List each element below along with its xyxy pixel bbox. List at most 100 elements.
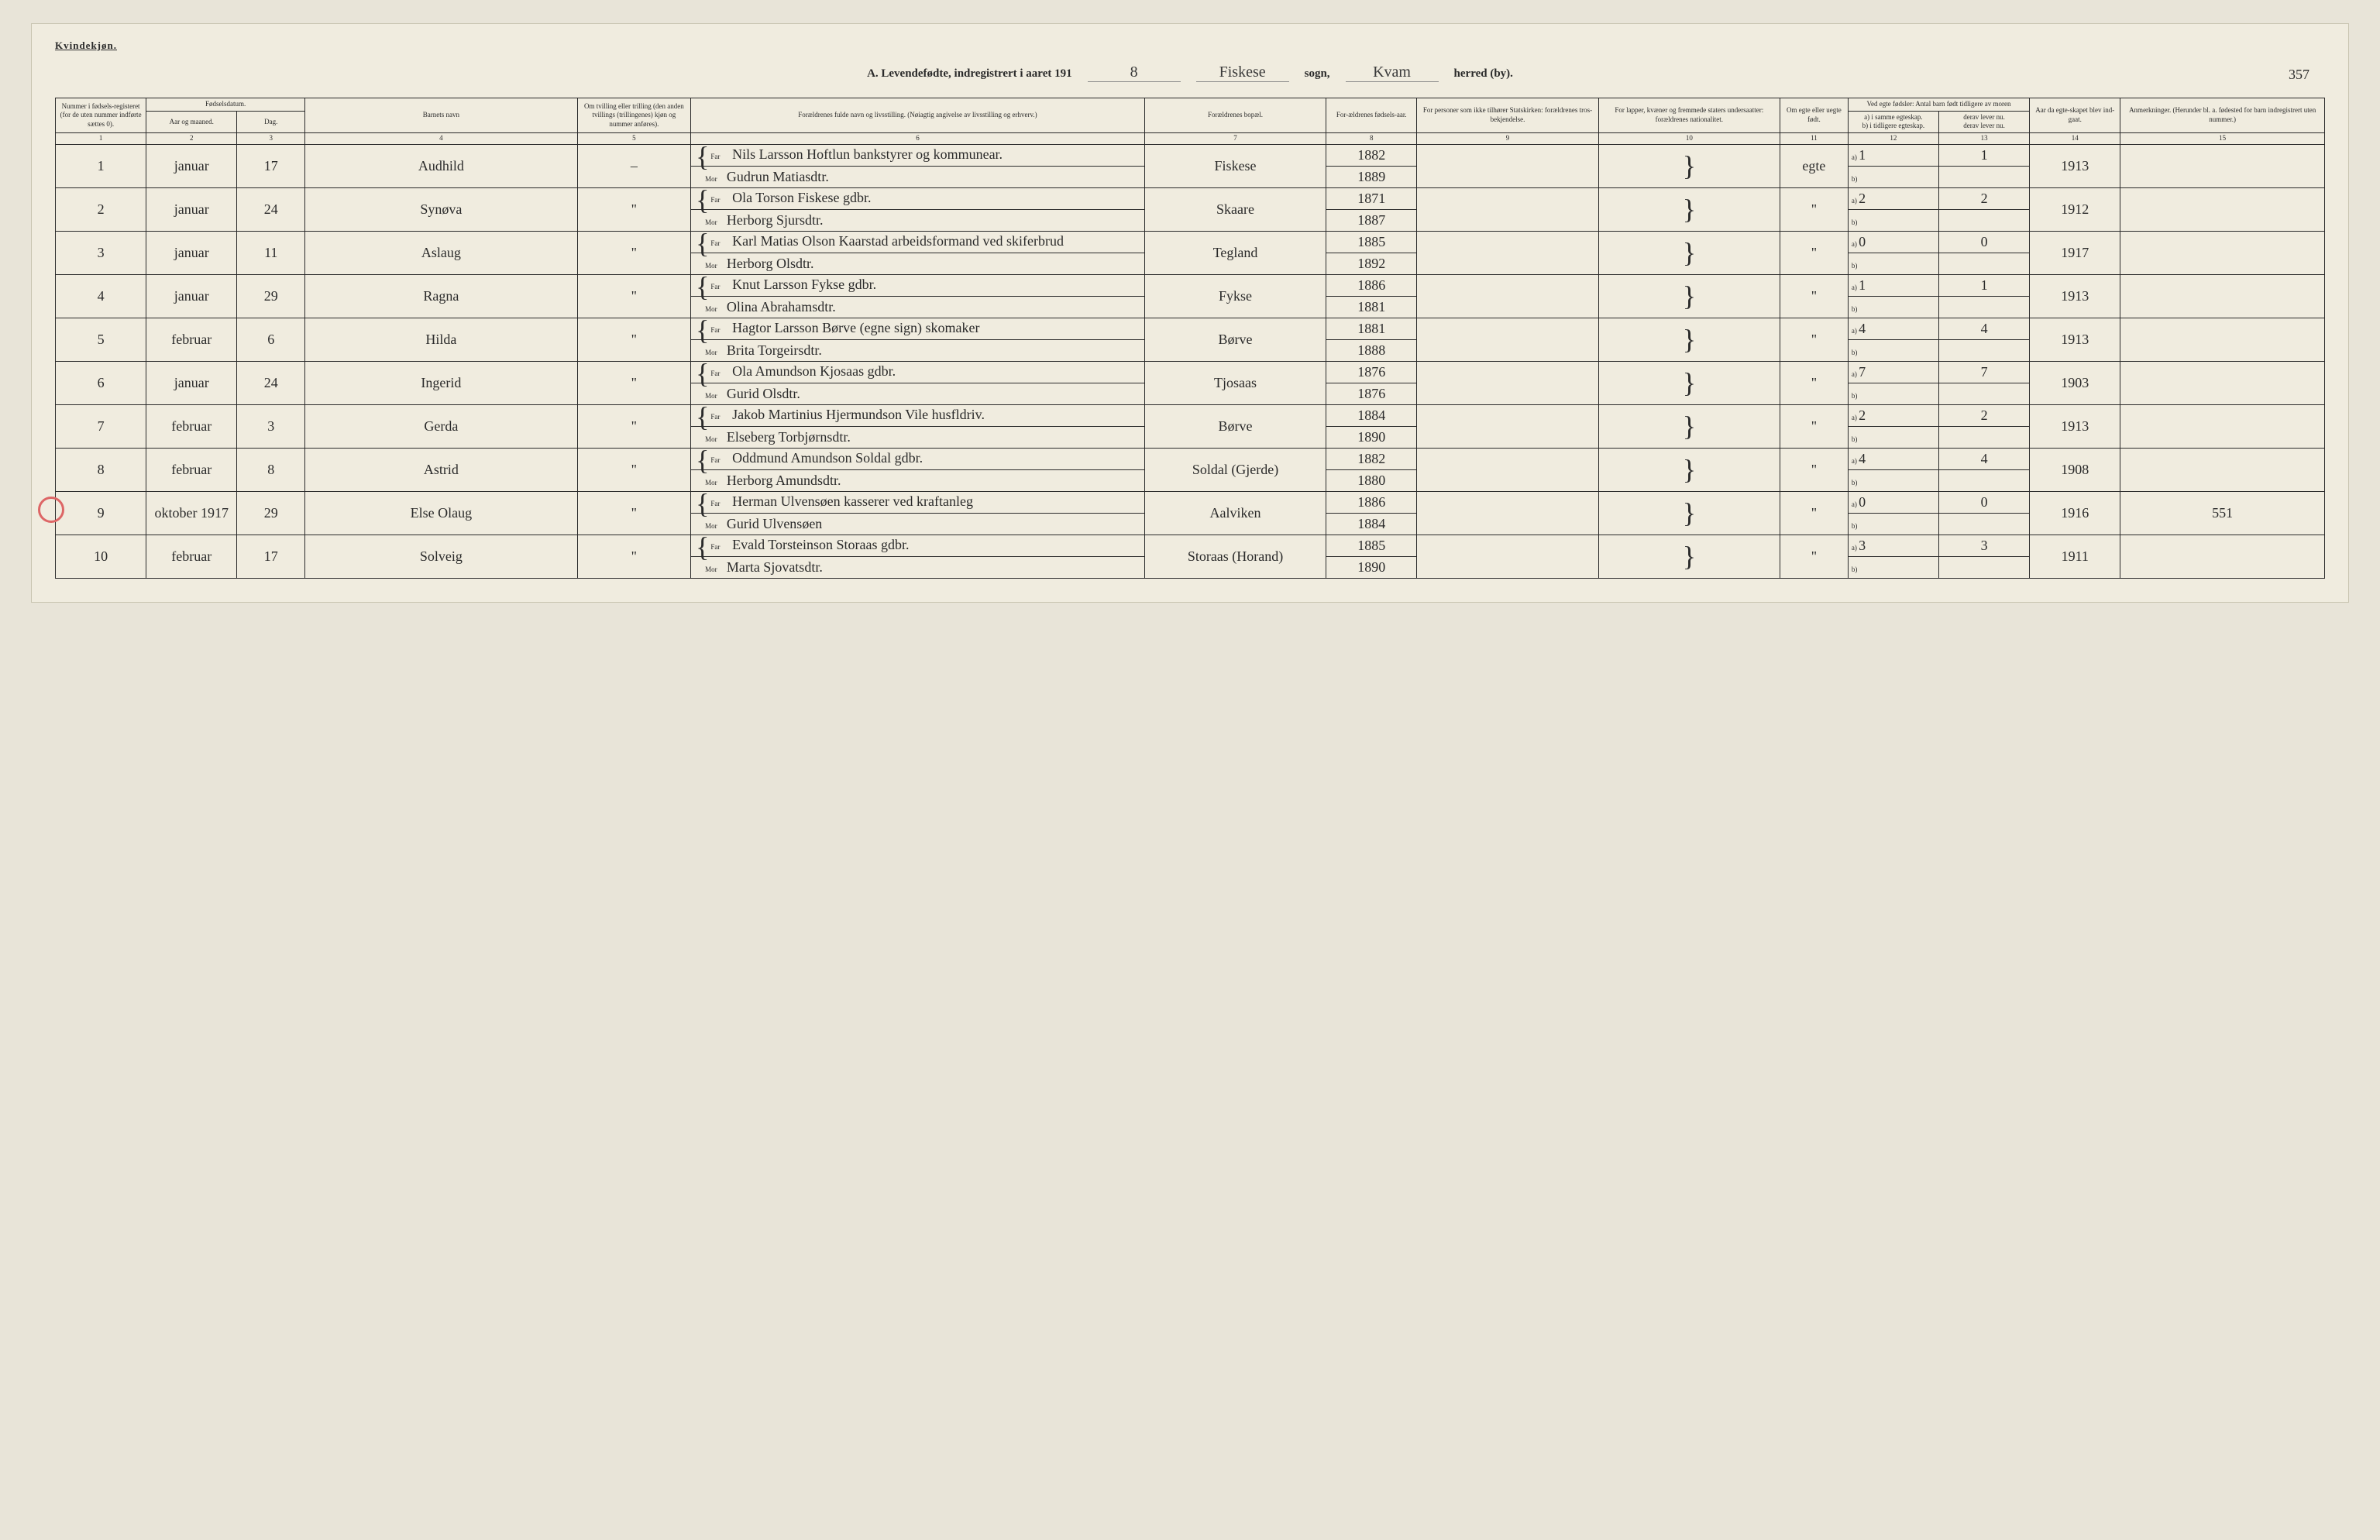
cell-mor-aar: 1884	[1326, 513, 1417, 535]
cell-anm	[2120, 448, 2325, 491]
cell-far: {Far Oddmund Amundson Soldal gdbr.	[691, 448, 1145, 469]
colnum: 4	[305, 133, 577, 145]
cell-far: {Far Herman Ulvensøen kasserer ved kraft…	[691, 491, 1145, 513]
cell-month: februar	[146, 318, 237, 361]
sogn-label: sogn,	[1305, 67, 1330, 81]
cell-bopael: Børve	[1144, 404, 1326, 448]
cell-c10: }	[1598, 448, 1780, 491]
cell-num: 1	[56, 144, 146, 187]
cell-far-aar: 1885	[1326, 231, 1417, 253]
cell-egte: "	[1780, 448, 1848, 491]
cell-num: 2	[56, 187, 146, 231]
cell-bopael: Tjosaas	[1144, 361, 1326, 404]
cell-egte: "	[1780, 404, 1848, 448]
cell-far: {Far Ola Torson Fiskese gdbr.	[691, 187, 1145, 209]
cell-mor-aar: 1889	[1326, 166, 1417, 187]
cell-c9	[1417, 318, 1598, 361]
cell-day: 11	[237, 231, 305, 274]
cell-aar-egt: 1913	[2030, 144, 2120, 187]
cell-a: a) 0	[1848, 491, 1938, 513]
cell-name: Ragna	[305, 274, 577, 318]
cell-b-lever	[1939, 296, 2030, 318]
column-number-row: 1 2 3 4 5 6 7 8 9 10 11 12 13 14 15	[56, 133, 2325, 145]
cell-mor-aar: 1881	[1326, 296, 1417, 318]
cell-b: b)	[1848, 426, 1938, 448]
cell-mor-aar: 1888	[1326, 339, 1417, 361]
cell-a-lever: 1	[1939, 274, 2030, 296]
cell-mor-aar: 1876	[1326, 383, 1417, 404]
cell-mor: Mor Herborg Olsdtr.	[691, 253, 1145, 274]
cell-twin: "	[577, 274, 690, 318]
cell-a: a) 4	[1848, 318, 1938, 339]
cell-b: b)	[1848, 296, 1938, 318]
cell-egte: egte	[1780, 144, 1848, 187]
cell-twin: –	[577, 144, 690, 187]
cell-mor-aar: 1890	[1326, 426, 1417, 448]
sogn-value: Fiskese	[1196, 64, 1289, 82]
cell-b: b)	[1848, 469, 1938, 491]
cell-c9	[1417, 535, 1598, 578]
colnum: 14	[2030, 133, 2120, 145]
colnum: 1	[56, 133, 146, 145]
table-row: 3 januar 11 Aslaug " {Far Karl Matias Ol…	[56, 231, 2325, 253]
header-c2: Aar og maaned.	[146, 111, 237, 132]
cell-far: {Far Ola Amundson Kjosaas gdbr.	[691, 361, 1145, 383]
cell-far: {Far Knut Larsson Fykse gdbr.	[691, 274, 1145, 296]
cell-far-aar: 1882	[1326, 448, 1417, 469]
cell-b-lever	[1939, 426, 2030, 448]
colnum: 6	[691, 133, 1145, 145]
cell-c10: }	[1598, 274, 1780, 318]
cell-twin: "	[577, 187, 690, 231]
cell-num: 4	[56, 274, 146, 318]
herred-label: herred (by).	[1454, 67, 1513, 81]
cell-a-lever: 0	[1939, 231, 2030, 253]
cell-a: a) 4	[1848, 448, 1938, 469]
cell-anm: 551	[2120, 491, 2325, 535]
cell-c10: }	[1598, 231, 1780, 274]
cell-mor: Mor Herborg Amundsdtr.	[691, 469, 1145, 491]
cell-name: Hilda	[305, 318, 577, 361]
gender-label: Kvindekjøn.	[55, 40, 2325, 52]
cell-mor: Mor Gurid Ulvensøen	[691, 513, 1145, 535]
cell-egte: "	[1780, 491, 1848, 535]
colnum: 10	[1598, 133, 1780, 145]
cell-far-aar: 1884	[1326, 404, 1417, 426]
cell-aar-egt: 1908	[2030, 448, 2120, 491]
cell-bopael: Skaare	[1144, 187, 1326, 231]
cell-twin: "	[577, 231, 690, 274]
table-row: 8 februar 8 Astrid " {Far Oddmund Amunds…	[56, 448, 2325, 469]
cell-a: a) 1	[1848, 274, 1938, 296]
colnum: 5	[577, 133, 690, 145]
cell-month: februar	[146, 448, 237, 491]
cell-c10: }	[1598, 491, 1780, 535]
cell-c10: }	[1598, 187, 1780, 231]
cell-c10: }	[1598, 318, 1780, 361]
cell-month: januar	[146, 144, 237, 187]
cell-b-lever	[1939, 513, 2030, 535]
header-c1: Nummer i fødsels-registeret (for de uten…	[56, 98, 146, 133]
cell-mor: Mor Gurid Olsdtr.	[691, 383, 1145, 404]
header-c8: For-ældrenes fødsels-aar.	[1326, 98, 1417, 133]
cell-b: b)	[1848, 339, 1938, 361]
cell-a-lever: 2	[1939, 187, 2030, 209]
cell-anm	[2120, 144, 2325, 187]
cell-day: 17	[237, 144, 305, 187]
header-c5: Om tvilling eller trilling (den anden tv…	[577, 98, 690, 133]
colnum: 12	[1848, 133, 1938, 145]
header-c3: Dag.	[237, 111, 305, 132]
header-c12: a) i samme egteskap.b) i tidligere egtes…	[1848, 111, 1938, 132]
cell-far-aar: 1886	[1326, 491, 1417, 513]
cell-month: januar	[146, 361, 237, 404]
cell-mor: Mor Brita Torgeirsdtr.	[691, 339, 1145, 361]
header-c4: Barnets navn	[305, 98, 577, 133]
cell-c9	[1417, 274, 1598, 318]
cell-twin: "	[577, 491, 690, 535]
cell-bopael: Aalviken	[1144, 491, 1326, 535]
cell-c9	[1417, 361, 1598, 404]
cell-b-lever	[1939, 253, 2030, 274]
cell-twin: "	[577, 404, 690, 448]
table-row: 1 januar 17 Audhild – {Far Nils Larsson …	[56, 144, 2325, 166]
cell-month: oktober 1917	[146, 491, 237, 535]
cell-c10: }	[1598, 361, 1780, 404]
cell-a-lever: 7	[1939, 361, 2030, 383]
